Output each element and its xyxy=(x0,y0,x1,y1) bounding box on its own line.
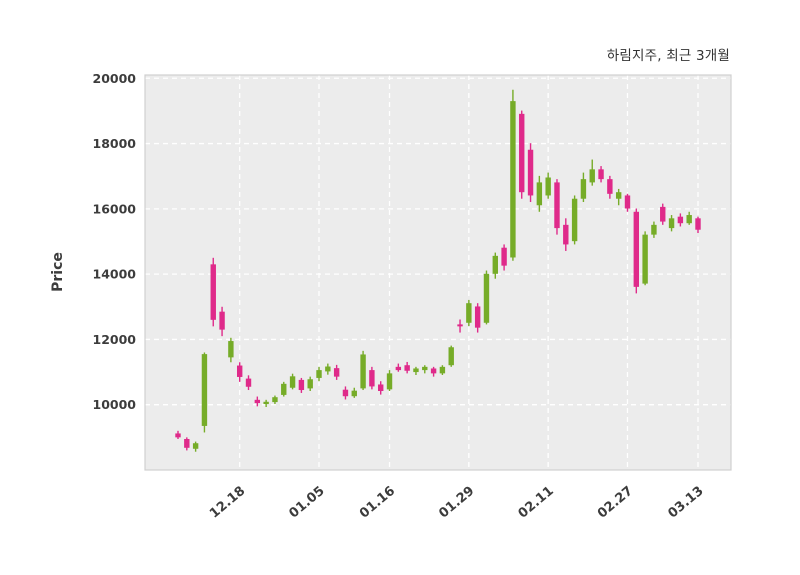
candle-body xyxy=(695,218,701,230)
candle-body xyxy=(545,177,551,196)
candle-body xyxy=(201,354,208,426)
candle-body xyxy=(563,224,569,245)
candle-body xyxy=(404,365,410,371)
candle-body xyxy=(413,368,419,373)
candle-body xyxy=(660,206,666,222)
candle-body xyxy=(219,311,225,330)
x-tick-label: 02.27 xyxy=(595,484,636,522)
candle-body xyxy=(615,192,622,199)
y-tick-label: 16000 xyxy=(93,201,137,216)
y-tick-label: 20000 xyxy=(93,71,137,86)
candle-body xyxy=(333,368,340,377)
candle-body xyxy=(448,347,454,366)
plot-border xyxy=(144,74,732,471)
x-tick-label: 01.29 xyxy=(436,484,477,522)
x-tick-label: 01.16 xyxy=(357,484,398,522)
candle-body xyxy=(554,182,560,229)
candle-body xyxy=(281,383,287,395)
candle-body xyxy=(307,379,313,389)
candle-body xyxy=(192,443,199,449)
y-tick-label: 12000 xyxy=(93,332,137,347)
y-tick-label: 14000 xyxy=(93,267,137,282)
candle-body xyxy=(272,397,278,403)
candle-body xyxy=(483,273,490,323)
candle-body xyxy=(501,247,507,266)
candle-body xyxy=(360,354,366,389)
chart-title: 하림지주, 최근 3개월 xyxy=(606,48,730,64)
candle-body xyxy=(536,182,543,206)
candle-body xyxy=(607,179,613,194)
candle-body xyxy=(298,379,305,391)
candle-body xyxy=(245,378,252,387)
candle-body xyxy=(325,366,331,372)
candle-body xyxy=(236,365,243,377)
candle-body xyxy=(351,390,357,397)
candle-body xyxy=(457,324,463,327)
candle-body xyxy=(598,169,604,180)
candle-body xyxy=(633,211,640,287)
candle-body xyxy=(510,101,516,258)
candle-body xyxy=(369,370,375,387)
y-tick-label: 18000 xyxy=(93,136,137,151)
candle-body xyxy=(263,401,269,405)
x-tick-label: 03.13 xyxy=(665,484,706,522)
candle-body xyxy=(668,218,675,229)
candle-body xyxy=(316,370,322,378)
candle-body xyxy=(254,399,261,404)
candle-body xyxy=(686,215,692,224)
x-tick-label: 12.18 xyxy=(207,484,248,522)
candle-body xyxy=(624,195,631,209)
candle-body xyxy=(677,216,684,224)
candle-body xyxy=(430,368,437,374)
candle-body xyxy=(519,113,525,193)
candle-body xyxy=(378,384,384,391)
candle-body xyxy=(492,255,498,274)
candle-body xyxy=(422,366,428,371)
candle-body xyxy=(210,264,216,320)
candle-body xyxy=(580,179,587,199)
candle-body xyxy=(466,303,472,323)
candle-body xyxy=(651,224,657,235)
x-tick-label: 01.05 xyxy=(286,484,327,522)
x-tick-label: 02.11 xyxy=(516,484,557,522)
candle-body xyxy=(395,366,402,371)
candle-body xyxy=(175,433,181,438)
candle-body xyxy=(589,169,595,183)
candle-body xyxy=(527,149,534,196)
candle-body xyxy=(571,198,578,242)
candle-body xyxy=(474,306,481,328)
candle-body xyxy=(642,234,648,284)
candle-body xyxy=(386,373,393,390)
candle-body xyxy=(342,389,349,397)
candle-body xyxy=(289,376,296,388)
candle-body xyxy=(184,438,190,448)
candle-body xyxy=(439,366,446,374)
candle-body xyxy=(228,341,234,358)
y-tick-label: 10000 xyxy=(93,397,137,412)
